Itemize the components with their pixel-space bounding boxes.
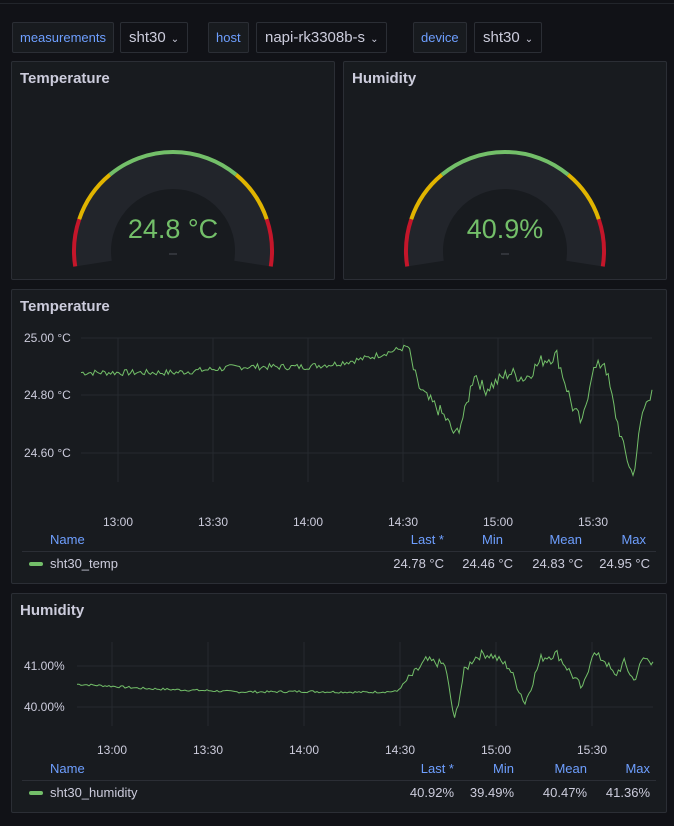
panel-title: Temperature bbox=[20, 70, 110, 87]
legend-header-name[interactable]: Name bbox=[50, 532, 85, 547]
x-tick-label: 14:30 bbox=[388, 515, 418, 529]
chevron-down-icon: ⌄ bbox=[170, 34, 180, 45]
gauge-threshold-band bbox=[72, 218, 82, 267]
variable-value: sht30 bbox=[483, 29, 520, 46]
y-tick-label: 40.00% bbox=[24, 700, 65, 714]
gauge-threshold-band bbox=[77, 173, 112, 220]
legend-last-value: 40.92% bbox=[409, 785, 454, 800]
x-tick-label: 13:30 bbox=[198, 515, 228, 529]
temperature-timeseries-panel[interactable]: Temperature 25.00 °C 24.80 °C 24.60 °C 1… bbox=[11, 289, 667, 584]
panel-title: Humidity bbox=[20, 602, 85, 619]
variable-value: sht30 bbox=[129, 29, 166, 46]
legend-header-last[interactable]: Last * bbox=[410, 532, 444, 547]
series-swatch bbox=[29, 562, 43, 566]
chevron-down-icon: ⌄ bbox=[370, 34, 379, 45]
gauge-threshold-band bbox=[264, 218, 274, 267]
legend-header-last[interactable]: Last * bbox=[420, 761, 454, 776]
top-divider bbox=[0, 3, 674, 4]
temperature-gauge: 24.8 °C bbox=[72, 150, 274, 267]
legend-max-value: 41.36% bbox=[605, 785, 650, 800]
y-tick-label: 25.00 °C bbox=[24, 331, 71, 345]
panel-title: Temperature bbox=[20, 298, 110, 315]
temperature-chart[interactable]: 25.00 °C 24.80 °C 24.60 °C 13:00 13:30 1… bbox=[12, 290, 666, 530]
legend-header-mean[interactable]: Mean bbox=[554, 761, 587, 776]
x-tick-label: 13:30 bbox=[193, 743, 223, 757]
gauge-threshold-band bbox=[234, 173, 269, 220]
gauge-track bbox=[72, 150, 274, 267]
legend-series-name[interactable]: sht30_humidity bbox=[50, 785, 138, 800]
series-line-sht30-temp bbox=[80, 344, 653, 477]
legend-min-value: 24.46 °C bbox=[462, 556, 513, 571]
gauge-threshold-band bbox=[404, 218, 414, 267]
humidity-gauge-panel[interactable]: Humidity 40.9% bbox=[343, 61, 667, 280]
x-tick-label: 15:00 bbox=[483, 515, 513, 529]
y-tick-label: 24.60 °C bbox=[24, 446, 71, 460]
legend-header-min[interactable]: Min bbox=[482, 532, 503, 547]
legend-mean-value: 24.83 °C bbox=[532, 556, 583, 571]
gauge-fill bbox=[405, 151, 605, 267]
humidity-chart[interactable]: 41.00% 40.00% 13:00 13:30 14:00 14:30 15… bbox=[12, 594, 666, 760]
legend-header-mean[interactable]: Mean bbox=[549, 532, 582, 547]
variable-select-device[interactable]: sht30 ⌄ bbox=[474, 22, 543, 53]
x-tick-label: 13:00 bbox=[97, 743, 127, 757]
variable-label-device: device bbox=[413, 22, 467, 53]
gauge-threshold-band bbox=[596, 218, 606, 267]
humidity-timeseries-panel[interactable]: Humidity 41.00% 40.00% 13:00 13:30 14:00… bbox=[11, 593, 667, 813]
variable-select-host[interactable]: napi-rk3308b-s ⌄ bbox=[256, 22, 388, 53]
legend-header-max[interactable]: Max bbox=[625, 761, 650, 776]
legend-divider bbox=[22, 551, 656, 552]
humidity-gauge: 40.9% bbox=[404, 150, 606, 267]
y-tick-label: 24.80 °C bbox=[24, 388, 71, 402]
gauge-threshold-band bbox=[566, 173, 601, 220]
x-tick-label: 14:30 bbox=[385, 743, 415, 757]
legend-last-value: 24.78 °C bbox=[393, 556, 444, 571]
gauge-fill bbox=[73, 151, 273, 267]
panel-title: Humidity bbox=[352, 70, 417, 87]
variable-label-host: host bbox=[208, 22, 249, 53]
legend-mean-value: 40.47% bbox=[542, 785, 587, 800]
variable-value: napi-rk3308b-s bbox=[265, 29, 366, 46]
x-tick-label: 14:00 bbox=[289, 743, 319, 757]
x-tick-label: 13:00 bbox=[103, 515, 133, 529]
x-tick-label: 15:30 bbox=[578, 515, 608, 529]
variable-select-measurements[interactable]: sht30 ⌄ bbox=[120, 22, 189, 53]
gauge-track bbox=[404, 150, 606, 267]
variable-label-measurements: measurements bbox=[12, 22, 114, 53]
legend-header-max[interactable]: Max bbox=[621, 532, 646, 547]
legend-min-value: 39.49% bbox=[469, 785, 514, 800]
legend-series-name[interactable]: sht30_temp bbox=[50, 556, 118, 571]
gauge-value: 40.9% bbox=[467, 214, 544, 244]
x-tick-label: 14:00 bbox=[293, 515, 323, 529]
chevron-down-icon: ⌄ bbox=[524, 34, 534, 45]
gauge-threshold-band bbox=[409, 173, 444, 220]
legend-divider bbox=[22, 780, 656, 781]
y-tick-label: 41.00% bbox=[24, 659, 65, 673]
legend-header-name[interactable]: Name bbox=[50, 761, 85, 776]
gauge-threshold-band bbox=[108, 150, 238, 177]
x-tick-label: 15:00 bbox=[481, 743, 511, 757]
series-swatch bbox=[29, 791, 43, 795]
legend-header-min[interactable]: Min bbox=[493, 761, 514, 776]
gauge-value: 24.8 °C bbox=[128, 214, 218, 244]
gauge-threshold-band bbox=[440, 150, 570, 177]
series-line-sht30-humidity bbox=[77, 649, 654, 718]
legend-max-value: 24.95 °C bbox=[599, 556, 650, 571]
temperature-gauge-panel[interactable]: Temperature 24.8 °C bbox=[11, 61, 335, 280]
x-tick-label: 15:30 bbox=[577, 743, 607, 757]
